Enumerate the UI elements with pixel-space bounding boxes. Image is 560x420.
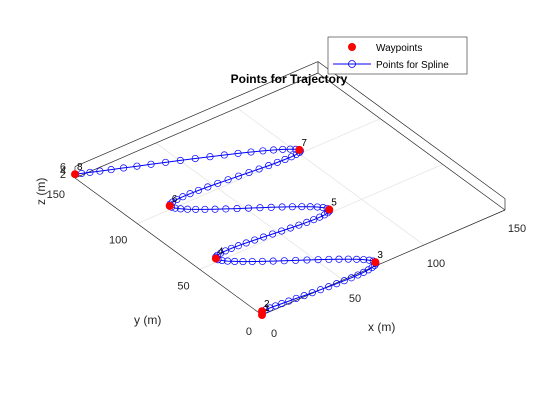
spline-line	[75, 149, 376, 315]
grid-line-x	[237, 108, 424, 245]
legend-waypoints-label: Waypoints	[376, 43, 422, 54]
x-tick-label: 0	[271, 328, 277, 340]
y-axis-label: y (m)	[134, 313, 161, 327]
x-axis-label: x (m)	[368, 320, 395, 334]
tick-labels: 0 50 100 150 0 50 100 150 2 4 6	[47, 162, 527, 340]
y-tick-label: 50	[177, 280, 189, 292]
waypoint-series: 12 3 4 5 6 7 8	[72, 138, 384, 319]
box-edge-right-bottom	[318, 73, 505, 210]
spline-series	[72, 146, 379, 318]
legend-spline-label: Points for Spline	[376, 60, 449, 71]
x-tick-label: 50	[349, 293, 361, 305]
waypoint-label: 2	[264, 299, 270, 310]
x-tick-label: 100	[427, 258, 445, 270]
waypoint-label: 4	[218, 247, 224, 258]
waypoint-label: 7	[301, 138, 307, 149]
axes-box	[75, 62, 505, 315]
z-axis-label: z (m)	[34, 178, 48, 205]
x-tick-label: 150	[508, 223, 526, 235]
z-tick-label: 6	[60, 162, 66, 174]
waypoint-label: 5	[331, 198, 337, 209]
y-tick-label: 150	[47, 189, 65, 201]
box-edge-back-bottom	[75, 73, 318, 178]
y-tick-label: 100	[109, 235, 127, 247]
legend-waypoints-marker	[349, 44, 356, 51]
y-tick-label: 0	[246, 326, 252, 338]
waypoint-label: 6	[172, 194, 178, 205]
waypoint-label: 3	[377, 250, 383, 261]
grid-lines	[137, 108, 442, 280]
legend: Waypoints Points for Spline	[328, 37, 467, 74]
waypoint-label: 8	[77, 162, 83, 173]
